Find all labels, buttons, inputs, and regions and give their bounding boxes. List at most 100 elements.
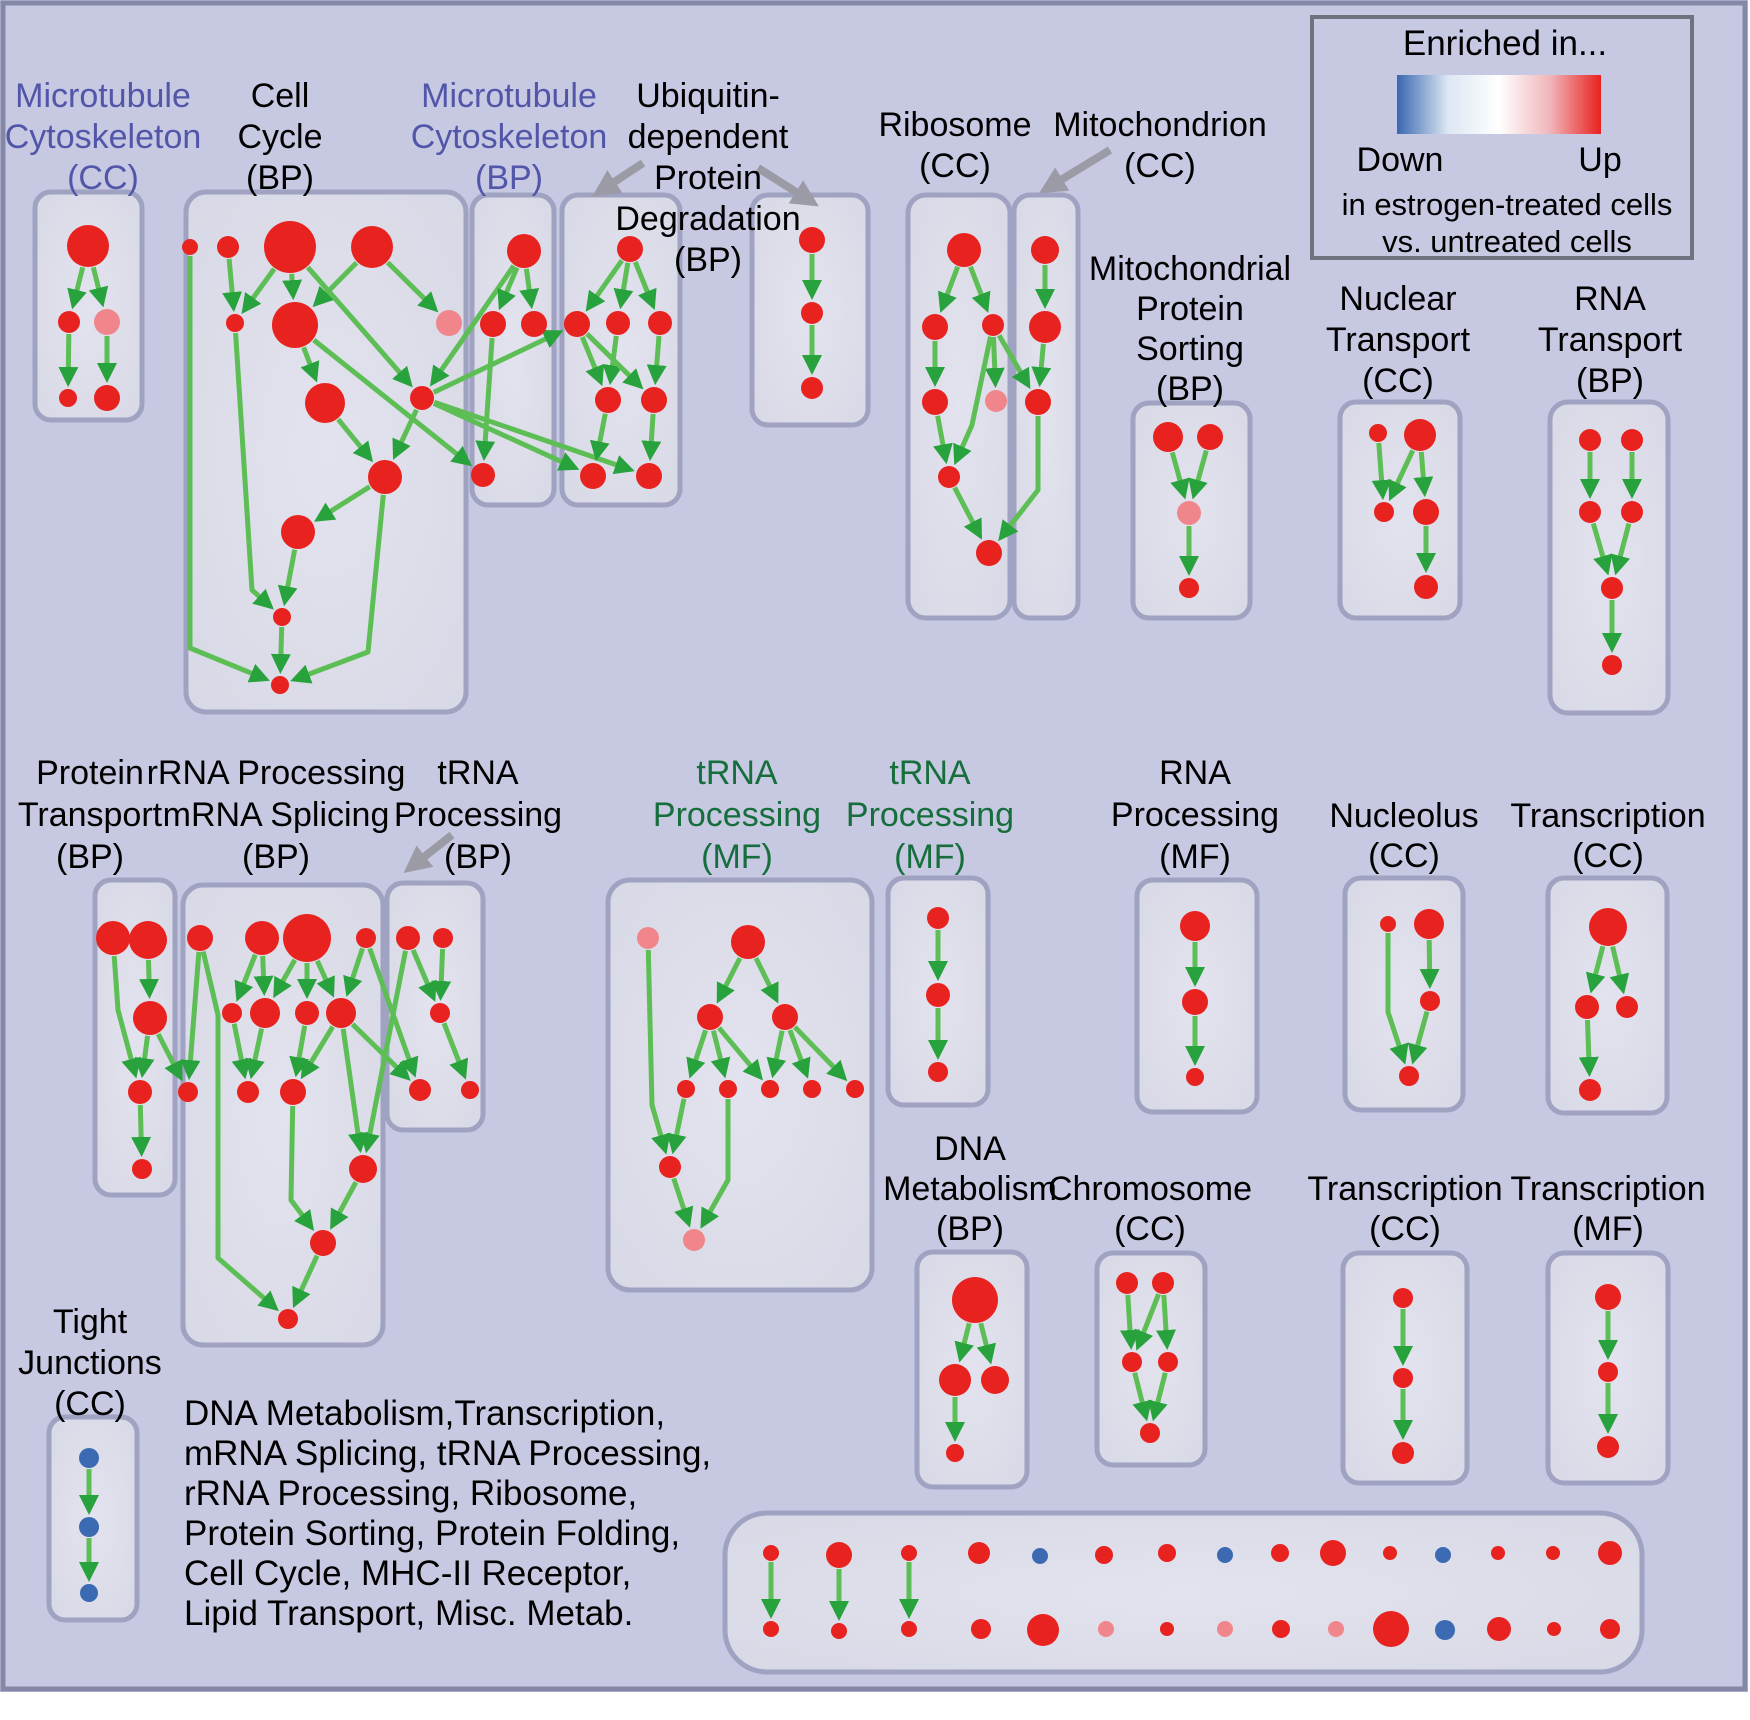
go-term-node-b12b bbox=[1435, 1620, 1455, 1640]
edge-arrow-cc8-ub1g bbox=[432, 401, 580, 471]
go-term-node-t33 bbox=[1392, 1442, 1414, 1464]
go-term-node-rt6 bbox=[1602, 655, 1622, 675]
go-term-node-tn2 bbox=[926, 983, 950, 1007]
edge-arrow-mcc1-mcc3 bbox=[88, 266, 109, 308]
go-term-node-b7t bbox=[1158, 1544, 1176, 1562]
go-term-node-rp1 bbox=[1180, 911, 1210, 941]
cluster-label-mitochondrion: Mitochondrion (CC) bbox=[1053, 106, 1267, 185]
go-term-node-mps4 bbox=[1179, 578, 1199, 598]
label-pointer-arrow-trna-bp bbox=[403, 831, 455, 874]
go-term-node-tf3 bbox=[1597, 1436, 1619, 1458]
edge-arrow-ch4-ch5 bbox=[1148, 1372, 1168, 1422]
edge-arrow-cc8-cc10 bbox=[392, 408, 419, 460]
go-term-node-rib6 bbox=[938, 466, 960, 488]
go-term-node-tc1 bbox=[1589, 908, 1627, 946]
go-term-node-b10t bbox=[1320, 1540, 1346, 1566]
go-term-node-rib3 bbox=[982, 314, 1004, 336]
go-term-node-nuc5 bbox=[1414, 575, 1438, 599]
go-term-node-b4b bbox=[971, 1619, 991, 1639]
go-term-node-pt2 bbox=[129, 921, 167, 959]
go-term-node-rrC bbox=[278, 1309, 298, 1329]
cluster-label-trna-mf-2: tRNA Processing (MF) bbox=[846, 754, 1014, 876]
go-term-node-pt5 bbox=[132, 1159, 152, 1179]
edge-arrow-rr1-rrF bbox=[180, 951, 202, 1081]
edge-arrow-ub1f-ub1h bbox=[641, 413, 662, 461]
edge-arrow-cc6-cc9 bbox=[300, 346, 320, 383]
go-term-node-dn1 bbox=[952, 1277, 998, 1323]
edge-arrow-nuc2-nuc4 bbox=[1413, 451, 1434, 498]
edge-arrow-mbp1-mbp3 bbox=[519, 268, 540, 310]
cluster-box-tcc3 bbox=[1340, 1250, 1470, 1486]
go-term-node-cc1 bbox=[182, 239, 198, 255]
go-term-node-ch1 bbox=[1116, 1272, 1138, 1294]
label-pointer-arrow-ubiquitin-right bbox=[755, 164, 819, 207]
edge-arrow-ub1e-ub1g bbox=[589, 413, 610, 462]
go-term-node-rib2 bbox=[922, 314, 948, 340]
go-term-node-b6t bbox=[1095, 1546, 1113, 1564]
go-term-node-rr6 bbox=[250, 998, 280, 1028]
edge-arrow-tm4-tm9 bbox=[793, 1025, 848, 1082]
go-term-node-cc2 bbox=[217, 236, 239, 258]
go-term-node-ub1h bbox=[636, 463, 662, 489]
go-term-node-mbp2 bbox=[480, 311, 506, 337]
go-term-node-tm9 bbox=[846, 1080, 864, 1098]
edge-arrow-tm5-tmA bbox=[666, 1098, 687, 1155]
edge-arrow-ch2-ch4 bbox=[1156, 1294, 1176, 1350]
go-term-node-b14b bbox=[1547, 1622, 1561, 1636]
go-term-node-rp3 bbox=[1186, 1068, 1204, 1086]
go-term-node-b9b bbox=[1272, 1620, 1290, 1638]
go-term-node-rr9 bbox=[237, 1081, 259, 1103]
legend-up-label: Up bbox=[1578, 141, 1621, 179]
go-term-node-cc6 bbox=[272, 302, 318, 348]
edge-arrow-cc11-cc12 bbox=[277, 549, 298, 607]
edge-arrow-pt4-pt5 bbox=[131, 1104, 152, 1157]
edge-arrow-cc1-cc13 bbox=[187, 256, 270, 683]
go-term-node-cc11 bbox=[281, 515, 315, 549]
go-term-node-cc4 bbox=[351, 226, 393, 268]
edge-arrow-pt3-rrF bbox=[155, 1032, 183, 1082]
go-term-node-ub1e bbox=[595, 387, 621, 413]
go-term-node-b1b bbox=[763, 1621, 779, 1637]
go-term-node-rib4 bbox=[922, 389, 948, 415]
go-term-node-dn4 bbox=[946, 1444, 964, 1462]
edge-arrow-tb3-tb5 bbox=[441, 1022, 469, 1080]
go-term-node-mbp1 bbox=[507, 234, 541, 268]
go-term-node-b14t bbox=[1546, 1546, 1560, 1560]
edge-arrow-cc12-cc13 bbox=[270, 626, 291, 674]
edge-arrow-mbp2-mbp4 bbox=[475, 337, 496, 461]
go-term-node-tc3 bbox=[1616, 996, 1638, 1018]
go-term-node-b13b bbox=[1487, 1617, 1511, 1641]
edge-arrow-tc1-tc3 bbox=[1609, 945, 1630, 995]
edge-arrow-rib1-rib2 bbox=[937, 265, 961, 313]
legend-down-label: Down bbox=[1357, 141, 1444, 179]
edge-arrow-rib3-rib6 bbox=[953, 336, 993, 466]
edge-arrow-dn1-dn2 bbox=[954, 1322, 974, 1363]
go-term-node-tm7 bbox=[761, 1080, 779, 1098]
go-term-node-b15t bbox=[1598, 1541, 1622, 1565]
edge-arrow-tm2-tm4 bbox=[753, 956, 779, 1004]
edge-arrow-rr1-rrC bbox=[200, 951, 279, 1312]
legend-title: Enriched in... bbox=[1403, 24, 1607, 63]
edge-arrow-ub1b-ub1e bbox=[579, 336, 605, 387]
go-term-node-b11t bbox=[1383, 1546, 1397, 1560]
cluster-box-nuc bbox=[1337, 399, 1463, 621]
edge-arrow-mps1-mps3 bbox=[1169, 451, 1190, 500]
go-term-node-tc2 bbox=[1575, 995, 1599, 1019]
go-term-node-tn1 bbox=[927, 907, 949, 929]
edge-arrow-ch3-ch5 bbox=[1132, 1372, 1152, 1422]
go-term-node-nl2 bbox=[1414, 909, 1444, 939]
cluster-label-trna-bp: tRNA Processing (BP) bbox=[394, 754, 562, 876]
edge-arrow-cc4-cc7 bbox=[385, 260, 439, 313]
legend-subtitle-1: in estrogen-treated cells bbox=[1342, 187, 1673, 222]
go-term-node-nuc3 bbox=[1374, 502, 1394, 522]
go-term-node-b2t bbox=[826, 1542, 852, 1568]
go-term-node-tb5 bbox=[461, 1081, 479, 1099]
go-term-node-rt2 bbox=[1621, 429, 1643, 451]
go-term-node-mps1 bbox=[1153, 422, 1183, 452]
edge-arrow-ub1a-ub1c bbox=[613, 262, 634, 310]
cluster-label-ribosome: Ribosome (CC) bbox=[878, 106, 1031, 185]
edge-arrow-mbp1-cc8 bbox=[429, 264, 516, 387]
go-term-node-mps3 bbox=[1177, 501, 1201, 525]
go-term-node-tb3 bbox=[430, 1003, 450, 1023]
